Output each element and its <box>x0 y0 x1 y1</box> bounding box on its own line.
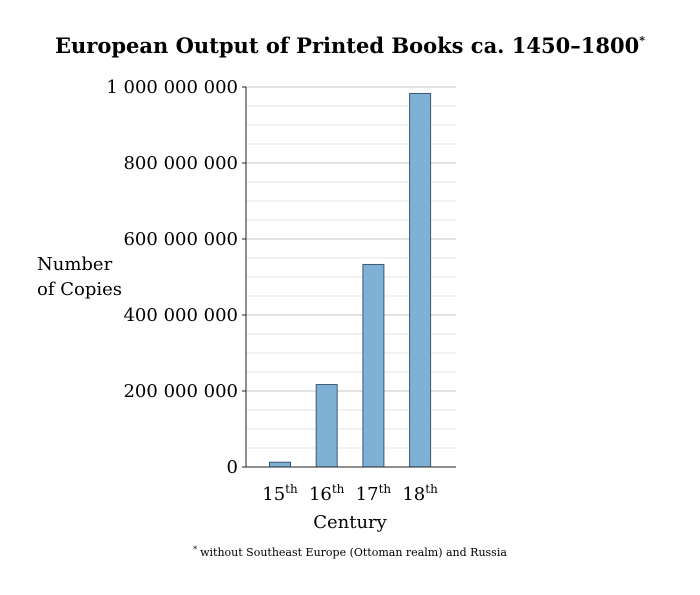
axes <box>245 87 456 468</box>
x-tick-label-suffix: th <box>425 482 438 496</box>
y-tick-label: 800 000 000 <box>123 153 238 174</box>
chart-title-text: European Output of Printed Books ca. 145… <box>55 33 639 58</box>
bar-2 <box>362 263 385 468</box>
x-ticks: 15th 16th 17th 18th <box>262 482 438 505</box>
x-tick-label-suffix: th <box>332 482 345 496</box>
x-tick-label-number: 18 <box>402 484 425 505</box>
footnote-mark: * <box>193 545 197 554</box>
footnote-text: without Southeast Europe (Ottoman realm)… <box>200 546 507 559</box>
x-axis-label: Century <box>313 512 387 533</box>
y-tick-label: 200 000 000 <box>123 381 238 402</box>
x-tick-label: 18th <box>402 482 438 505</box>
x-tick-label: 16th <box>309 482 345 505</box>
y-tick-label: 1 000 000 000 <box>106 77 238 98</box>
bar-0 <box>269 461 291 468</box>
y-tick-label: 400 000 000 <box>123 305 238 326</box>
footnote: * without Southeast Europe (Ottoman realm… <box>193 545 507 559</box>
x-tick-label-number: 16 <box>309 484 332 505</box>
x-tick-label-number: 17 <box>356 484 379 505</box>
chart-title: European Output of Printed Books ca. 145… <box>55 33 645 58</box>
y-tick-label: 0 <box>227 457 238 478</box>
y-tick-label: 600 000 000 <box>123 229 238 250</box>
chart-title-mark: * <box>639 34 645 47</box>
x-tick-label: 17th <box>356 482 392 505</box>
y-axis-label-line-2: of Copies <box>37 279 122 300</box>
y-axis-label-line-1: Number <box>37 254 113 275</box>
x-tick-label-suffix: th <box>285 482 298 496</box>
x-tick-label-suffix: th <box>379 482 392 496</box>
y-ticks: 0 200 000 000 400 000 000 600 000 000 800 00… <box>106 77 246 478</box>
bar-3 <box>409 92 432 468</box>
bars <box>269 92 432 468</box>
y-axis-label: Number of Copies <box>37 254 122 300</box>
bar-1 <box>315 384 338 468</box>
x-tick-label: 15th <box>262 482 298 505</box>
x-tick-label-number: 15 <box>262 484 285 505</box>
